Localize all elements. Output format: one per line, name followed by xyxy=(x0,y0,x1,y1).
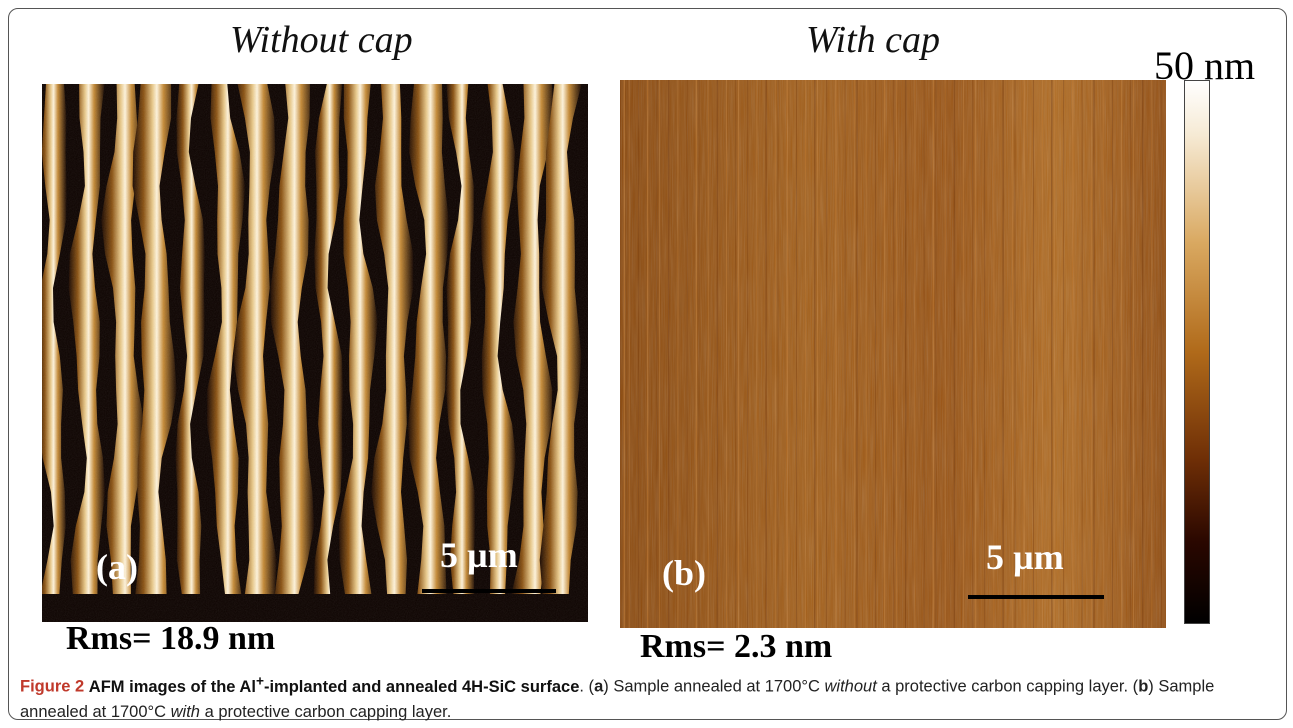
scale-text-a: 5 µm xyxy=(440,535,518,575)
scale-bar-b xyxy=(968,595,1104,599)
rms-b: Rms= 2.3 nm xyxy=(640,628,833,665)
scale-bar-a xyxy=(422,589,556,593)
caption-b-pre: ) Sample annealed at 1700°C xyxy=(20,677,1215,721)
afm-image-a xyxy=(42,84,588,622)
afm-image-b xyxy=(620,80,1166,628)
caption-title-post: -implanted and annealed 4H-SiC surface xyxy=(263,677,580,696)
figure-caption: Figure 2 AFM images of the Al+-implanted… xyxy=(20,668,1278,725)
caption-figure-label: Figure 2 xyxy=(20,677,85,696)
panel-b-title: With cap xyxy=(806,19,941,61)
caption-a-italic: without xyxy=(824,677,877,696)
panel-a-label: (a) xyxy=(96,547,138,587)
rms-a: Rms= 18.9 nm xyxy=(66,620,276,657)
panel-a-title: Without cap xyxy=(230,19,413,61)
caption-b-post: a protective carbon capping layer. xyxy=(199,702,452,721)
caption-b-letter: b xyxy=(1138,677,1149,696)
caption-a-pre: ) Sample annealed at 1700°C xyxy=(603,677,825,696)
caption-a-letter: a xyxy=(594,677,604,696)
caption-title-pre: AFM images of the Al xyxy=(88,677,256,696)
scale-text-b: 5 µm xyxy=(986,537,1064,577)
caption-a-post: a protective carbon capping layer. ( xyxy=(876,677,1139,696)
caption-b-italic: with xyxy=(170,702,200,721)
panel-b-label: (b) xyxy=(662,553,706,593)
figure-frame xyxy=(8,8,1287,720)
colorbar xyxy=(1184,80,1210,624)
caption-dot: . ( xyxy=(579,677,595,696)
caption-title-sup: + xyxy=(255,673,264,688)
